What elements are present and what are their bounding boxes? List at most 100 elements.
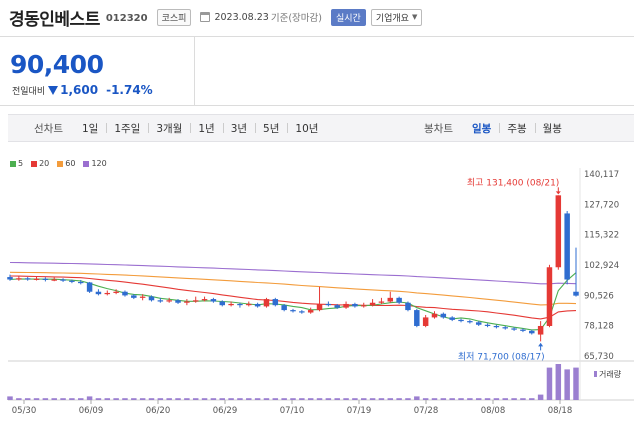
candle-body	[316, 303, 323, 311]
ma5-line	[9, 272, 577, 331]
volume-bar	[60, 398, 66, 400]
volume-bar	[325, 398, 332, 400]
volume-bar	[192, 398, 199, 400]
volume-bar	[157, 398, 164, 400]
candle-body	[511, 328, 517, 330]
x-tick-label: 07/28	[414, 406, 439, 416]
x-tick-label: 06/29	[213, 406, 238, 416]
volume-bar	[201, 398, 208, 400]
volume-bar	[343, 398, 349, 400]
candle-body	[458, 319, 464, 322]
high-annotation: 최고 131,400 (08/21)	[467, 177, 559, 188]
x-tick-label: 08/08	[481, 406, 506, 416]
candle-body	[175, 300, 181, 303]
volume-bar	[69, 398, 75, 400]
candle-weekly[interactable]: 주봉	[499, 121, 534, 136]
period-10y[interactable]: 10년	[287, 121, 326, 136]
y-tick-label: 65,730	[584, 352, 614, 362]
low-annotation: 최저 71,700 (08/17)	[458, 351, 545, 362]
y-tick-label: 140,117	[584, 170, 619, 180]
period-3m[interactable]: 3개월	[148, 121, 190, 136]
ma20-line	[9, 275, 577, 320]
stock-chart[interactable]: 140,117 127,720 115,322 102,924 90,526 78,128…	[0, 150, 634, 433]
volume-bar	[555, 364, 562, 400]
candle-monthly[interactable]: 월봉	[534, 121, 570, 136]
candle-body	[502, 327, 508, 329]
candle-body	[113, 291, 119, 293]
volume-bar	[263, 398, 270, 400]
candle-body	[475, 322, 482, 325]
candle-body	[449, 317, 455, 320]
volume-bar	[7, 396, 13, 400]
y-tick-label: 78,128	[584, 322, 614, 332]
candle-body	[228, 303, 234, 306]
candle-body	[157, 300, 164, 302]
period-1w[interactable]: 1주일	[106, 121, 148, 136]
period-5y[interactable]: 5년	[255, 121, 287, 136]
candlestick-chart: 140,117 127,720 115,322 102,924 90,526 78,128…	[7, 168, 634, 416]
candle-chart-label[interactable]: 봉차트	[424, 122, 453, 135]
candle-body	[520, 329, 526, 331]
period-1y[interactable]: 1년	[190, 121, 222, 136]
volume-bar	[104, 398, 111, 400]
volume-bar	[396, 398, 402, 400]
period-1d[interactable]: 1일	[81, 122, 99, 135]
volume-bar	[537, 394, 544, 400]
volume-bar	[422, 398, 429, 400]
candle-body	[573, 291, 579, 296]
ma60-line	[9, 271, 577, 306]
change-amount: 1,600	[60, 83, 99, 97]
legend-ma5: 5	[10, 159, 23, 168]
volume-bar	[378, 398, 385, 400]
volume-bar	[449, 398, 455, 400]
legend-ma120: 120	[83, 159, 107, 168]
candle-body	[352, 303, 358, 307]
volume-bar	[361, 398, 367, 400]
volume-bar	[86, 396, 93, 400]
realtime-button[interactable]: 실시간	[330, 8, 366, 26]
volume-bar	[546, 367, 553, 400]
company-overview-button[interactable]: 기업개요 ▼	[370, 8, 423, 26]
period-3y[interactable]: 3년	[222, 121, 255, 136]
volume-bar	[502, 398, 508, 400]
price-side-panel	[195, 36, 634, 106]
candle-body	[263, 299, 270, 307]
x-tick-label: 05/30	[12, 406, 37, 416]
volume-bar	[316, 398, 323, 400]
candle-body	[69, 280, 75, 282]
candle-body	[78, 281, 84, 284]
volume-bar	[431, 398, 438, 400]
candle-body	[387, 297, 394, 302]
volume-bar	[16, 398, 22, 400]
volume-bar	[210, 398, 217, 400]
calendar-icon	[200, 12, 211, 22]
date-value: 2023.08.23	[214, 11, 269, 23]
candle-body	[405, 302, 411, 311]
candle-body	[467, 321, 473, 323]
volume-bar	[184, 398, 190, 400]
volume-bar	[175, 398, 181, 400]
legend-swatch-ma5	[10, 160, 16, 167]
candle-body	[493, 325, 500, 328]
volume-bar	[352, 398, 358, 400]
chart-toolbar: 선차트 1일 1주일 3개월 1년 3년 5년 10년 봉차트 일봉 주봉 월봉	[8, 114, 634, 142]
candle-body	[564, 213, 570, 280]
price-panel: 90,400 전일대비 1,600 -1.74%	[0, 36, 195, 106]
candle-body	[51, 279, 57, 281]
candle-body	[24, 278, 31, 280]
volume-bar	[475, 398, 482, 400]
candle-daily[interactable]: 일봉	[471, 122, 492, 135]
candle-body	[42, 278, 49, 280]
volume-bar	[122, 398, 128, 400]
volume-bar	[42, 398, 49, 400]
legend-swatch-ma20	[31, 160, 38, 167]
stock-code: 012320	[105, 13, 148, 24]
candle-body	[246, 303, 252, 306]
line-chart-label[interactable]: 선차트	[34, 122, 63, 135]
x-tick-label: 06/20	[146, 406, 171, 416]
candle-body	[104, 292, 111, 295]
volume-bar	[95, 398, 102, 400]
candle-body	[131, 295, 137, 298]
candle-body	[16, 278, 22, 280]
ma120-line	[9, 261, 577, 285]
